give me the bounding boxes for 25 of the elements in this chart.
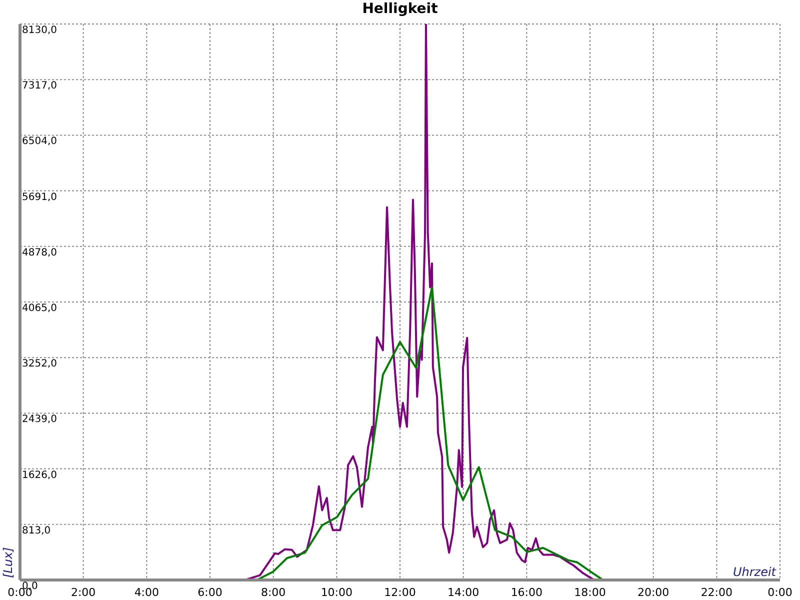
- y-tick-label: 4065,0: [22, 303, 57, 314]
- x-axis-title: Uhrzeit: [732, 565, 776, 579]
- x-tick-label: 14:00: [447, 586, 480, 599]
- x-tick-label: 18:00: [574, 586, 606, 599]
- y-axis-title: [Lux]: [1, 547, 15, 578]
- x-tick-label: 20:00: [637, 586, 670, 599]
- x-tick-label: 2:00: [70, 586, 96, 599]
- y-tick-label: 3252,0: [22, 358, 57, 370]
- x-tick-label: 12:00: [384, 586, 416, 599]
- x-tick-label: 4:00: [134, 586, 160, 599]
- y-tick-label: 1626,0: [22, 470, 57, 481]
- x-tick-label: 16:00: [510, 586, 543, 599]
- y-tick-label: 8130,0: [22, 25, 57, 36]
- y-tick-label: 6504,0: [22, 136, 57, 148]
- y-tick-label: 7317,0: [22, 80, 57, 92]
- y-tick-label: 2439,0: [22, 414, 57, 426]
- x-tick-label: 0:00: [768, 586, 792, 599]
- x-tick-label: 8:00: [260, 586, 286, 599]
- y-tick-label: 4878,0: [22, 247, 57, 258]
- x-tick-label: 10:00: [320, 586, 353, 599]
- x-tick-label: 22:00: [700, 586, 733, 599]
- y-tick-label: 5691,0: [22, 192, 57, 203]
- y-tick-label: 813,0: [22, 525, 51, 536]
- x-tick-label: 6:00: [198, 586, 222, 599]
- chart-title: Helligkeit: [361, 0, 439, 18]
